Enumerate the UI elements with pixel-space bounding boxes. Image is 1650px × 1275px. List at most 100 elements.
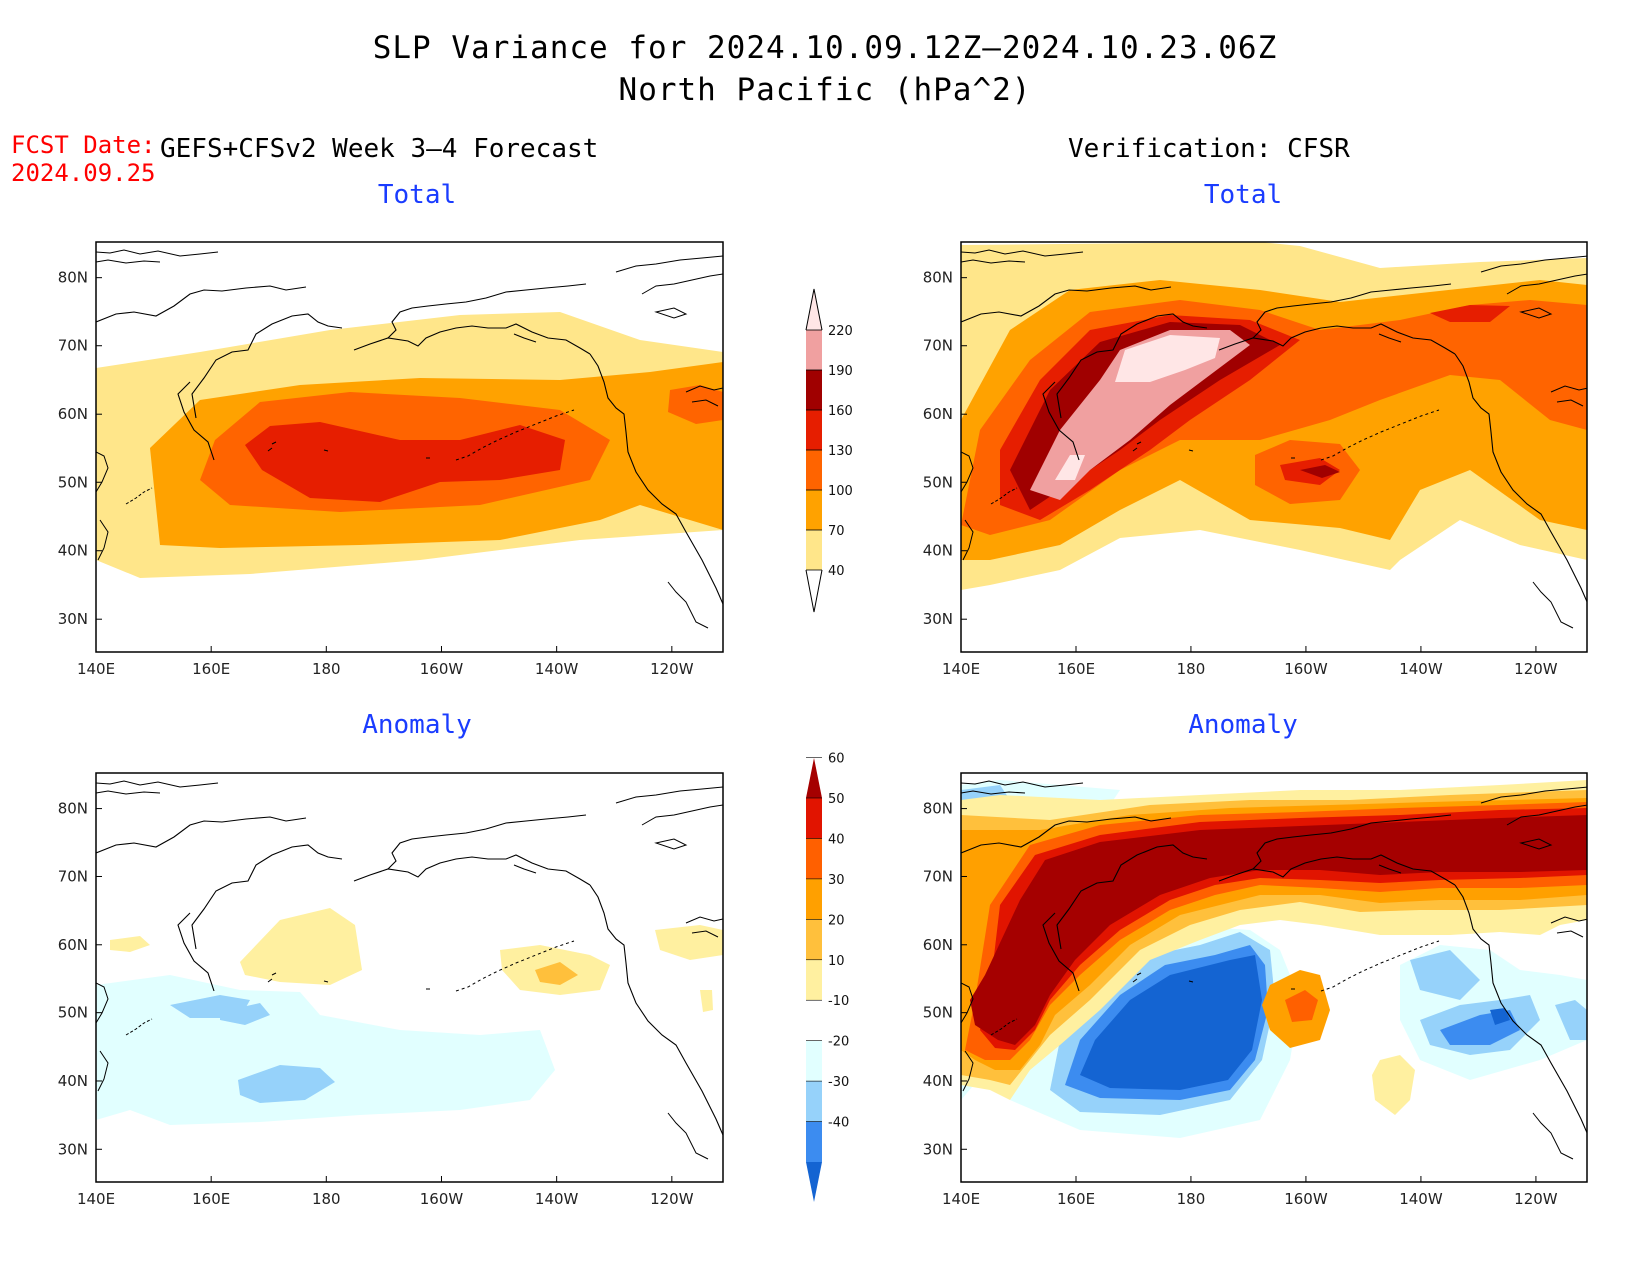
- colorbar-arrow-top: [806, 289, 822, 330]
- lon-tick-label: 160W: [1284, 660, 1328, 678]
- lat-tick-label: 40N: [923, 1072, 953, 1090]
- lon-tick-label: 180: [1177, 1190, 1206, 1208]
- lon-tick-label: 120W: [650, 1190, 694, 1208]
- lon-tick-label: 140E: [77, 660, 115, 678]
- colorbar-band: [806, 959, 822, 1001]
- colorbar-band: [806, 1081, 822, 1122]
- panel-title-forecast-total: Total: [377, 180, 457, 210]
- lon-tick-label: 160W: [1284, 1190, 1328, 1208]
- fcst-date-label: FCST Date:: [11, 131, 156, 159]
- lat-tick-label: 40N: [58, 542, 88, 560]
- lat-tick-label: 60N: [58, 936, 88, 954]
- lat-tick-label: 70N: [58, 337, 88, 355]
- lon-tick-label: 120W: [650, 660, 694, 678]
- colorbar-level-label: 50: [828, 792, 845, 807]
- lon-tick-label: 140W: [1399, 1190, 1443, 1208]
- verification-total-map: [960, 241, 1588, 653]
- chart-title-line1: SLP Variance for 2024.10.09.12Z–2024.10.…: [372, 30, 1278, 66]
- panel-title-verification-anomaly: Anomaly: [1188, 710, 1298, 740]
- lat-tick-label: 30N: [923, 610, 953, 628]
- lat-tick-label: 70N: [923, 337, 953, 355]
- colorbar-arrow-bottom: [806, 1162, 822, 1202]
- lat-tick-label: 60N: [58, 405, 88, 423]
- panel-title-verification-total: Total: [1203, 180, 1283, 210]
- lon-tick-label: 180: [312, 660, 341, 678]
- colorbar-band: [806, 450, 822, 490]
- lon-tick-label: 120W: [1514, 1190, 1558, 1208]
- lon-tick-label: 160E: [192, 1190, 230, 1208]
- colorbar-level-label: 40: [828, 564, 845, 579]
- total-colorbar: 40 70 100 130 160 190 220: [805, 288, 853, 613]
- lat-tick-label: 30N: [58, 1140, 88, 1158]
- colorbar-level-label: 70: [828, 524, 845, 539]
- colorbar-level-label: 40: [828, 832, 845, 847]
- lon-tick-label: 140E: [77, 1190, 115, 1208]
- chart-title-line2: North Pacific (hPa^2): [618, 72, 1032, 108]
- colorbar-level-label: 20: [828, 913, 845, 928]
- lat-tick-label: 30N: [58, 610, 88, 628]
- colorbar-level-label: 190: [828, 364, 853, 379]
- colorbar-band: [806, 370, 822, 410]
- colorbar-level-label: 220: [828, 324, 853, 339]
- lat-tick-label: 60N: [923, 405, 953, 423]
- right-column-heading: Verification: CFSR: [1068, 134, 1350, 164]
- colorbar-band: [806, 1000, 822, 1041]
- colorbar-band: [806, 410, 822, 450]
- lat-tick-label: 50N: [923, 473, 953, 491]
- lat-tick-label: 80N: [923, 269, 953, 287]
- colorbar-band: [806, 919, 822, 960]
- lon-tick-label: 120W: [1514, 660, 1558, 678]
- anomaly-colorbar: -40 -30 -20 -10 10 20 30 40 50 60: [806, 752, 849, 1202]
- colorbar-arrow-top: [806, 758, 822, 798]
- lat-tick-label: 50N: [923, 1004, 953, 1022]
- colorbar-band: [806, 330, 822, 370]
- colorbar-band: [806, 530, 822, 570]
- panel-title-forecast-anomaly: Anomaly: [362, 710, 472, 740]
- colorbar-level-label: 100: [828, 484, 853, 499]
- colorbar-band: [806, 1121, 822, 1162]
- colorbar-level-label: 10: [828, 954, 845, 969]
- lon-tick-label: 160E: [1057, 1190, 1095, 1208]
- colorbar-level-label: 30: [828, 873, 845, 888]
- forecast-anomaly-map: [95, 772, 724, 1183]
- lon-tick-label: 140W: [535, 660, 579, 678]
- colorbar-band: [806, 838, 822, 879]
- colorbar-level-label: 130: [828, 444, 853, 459]
- lat-tick-label: 80N: [58, 800, 88, 818]
- lat-tick-label: 40N: [58, 1072, 88, 1090]
- colorbar-band: [806, 490, 822, 530]
- verification-anomaly-map: [960, 772, 1588, 1183]
- lon-tick-label: 140E: [942, 1190, 980, 1208]
- colorbar-arrow-bottom: [805, 569, 823, 613]
- lon-tick-label: 180: [1177, 660, 1206, 678]
- lat-tick-label: 80N: [58, 269, 88, 287]
- lat-tick-label: 60N: [923, 936, 953, 954]
- colorbar-band: [806, 878, 822, 920]
- lon-tick-label: 160W: [420, 1190, 464, 1208]
- colorbar-level-label: 160: [828, 404, 853, 419]
- lat-tick-label: 30N: [923, 1140, 953, 1158]
- lon-tick-label: 140W: [535, 1190, 579, 1208]
- colorbar-level-label: -20: [828, 1035, 849, 1050]
- lat-tick-label: 50N: [58, 1004, 88, 1022]
- colorbar-level-label: -40: [828, 1116, 849, 1131]
- forecast-total-map: [95, 241, 724, 653]
- lon-tick-label: 140W: [1399, 660, 1443, 678]
- colorbar-level-label: -10: [828, 994, 849, 1009]
- lon-tick-label: 180: [312, 1190, 341, 1208]
- lon-tick-label: 160E: [192, 660, 230, 678]
- lat-tick-label: 50N: [58, 473, 88, 491]
- lon-tick-label: 160E: [1057, 660, 1095, 678]
- lon-tick-label: 140E: [942, 660, 980, 678]
- lat-tick-label: 70N: [58, 867, 88, 885]
- lat-tick-label: 70N: [923, 867, 953, 885]
- lat-tick-label: 40N: [923, 542, 953, 560]
- colorbar-band: [806, 798, 822, 839]
- fcst-date-value: 2024.09.25: [11, 159, 156, 187]
- axis-ticks: 140E 160E 180 160W 140W 120W 80N 70N 60N 50N 40N 30…: [58, 269, 1558, 1208]
- lon-tick-label: 160W: [420, 660, 464, 678]
- colorbar-level-label: -30: [828, 1075, 849, 1090]
- colorbar-level-label: 60: [828, 752, 845, 767]
- colorbar-band: [806, 1040, 822, 1082]
